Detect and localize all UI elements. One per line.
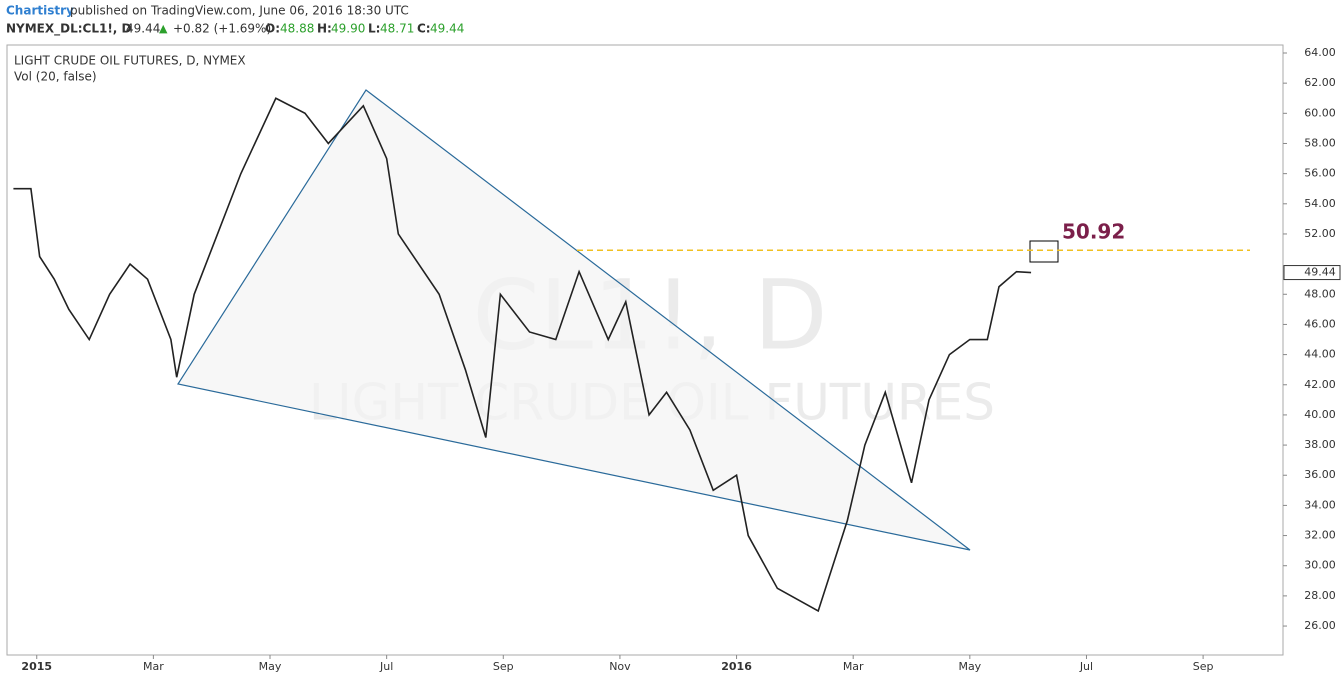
- close: 49.44: [430, 22, 464, 36]
- y-tick-label: 52.00: [1304, 227, 1336, 240]
- x-tick-label: 2016: [721, 660, 752, 673]
- y-tick-label: 30.00: [1304, 559, 1336, 572]
- target-label: 50.92: [1062, 220, 1125, 244]
- published: published on TradingView.com, June 06, 2…: [70, 4, 409, 18]
- y-tick-label: 40.00: [1304, 408, 1336, 421]
- chart-title: LIGHT CRUDE OIL FUTURES, D, NYMEX: [14, 54, 246, 68]
- open-label: O:: [265, 22, 280, 36]
- y-tick-label: 44.00: [1304, 348, 1336, 361]
- last-price-box: [1283, 265, 1341, 281]
- high: 49.90: [331, 22, 365, 36]
- close-label: C:: [417, 22, 431, 36]
- high-label: H:: [317, 22, 332, 36]
- y-tick-label: 26.00: [1304, 619, 1336, 632]
- change-arrow: ▲: [159, 22, 168, 35]
- y-tick-label: 34.00: [1304, 498, 1336, 511]
- last-price-label: 49.44: [1304, 266, 1336, 279]
- y-tick-label: 56.00: [1304, 167, 1336, 180]
- y-tick-label: 54.00: [1304, 197, 1336, 210]
- y-tick-label: 48.00: [1304, 287, 1336, 300]
- x-tick-label: Mar: [843, 660, 864, 673]
- x-tick-label: Sep: [493, 660, 514, 673]
- y-tick-label: 42.00: [1304, 378, 1336, 391]
- low: 48.71: [380, 22, 414, 36]
- low-label: L:: [368, 22, 380, 36]
- plot-frame: [6, 44, 1284, 656]
- change: +0.82 (+1.69%): [173, 22, 271, 36]
- y-tick-label: 64.00: [1304, 46, 1336, 59]
- wedge-pattern: [177, 89, 971, 551]
- x-tick-label: May: [259, 660, 282, 673]
- y-tick-label: 38.00: [1304, 438, 1336, 451]
- y-tick-label: 46.00: [1304, 317, 1336, 330]
- x-tick-label: Mar: [143, 660, 164, 673]
- y-tick-label: 58.00: [1304, 136, 1336, 149]
- y-tick-label: 62.00: [1304, 76, 1336, 89]
- y-tick-label: 36.00: [1304, 468, 1336, 481]
- symbol: NYMEX_DL:CL1!, D: [6, 22, 132, 37]
- x-tick-label: Jul: [1079, 660, 1093, 673]
- open: 48.88: [280, 22, 314, 36]
- x-tick-label: Sep: [1193, 660, 1214, 673]
- x-tick-label: 2015: [21, 660, 52, 673]
- y-tick-label: 60.00: [1304, 106, 1336, 119]
- author[interactable]: Chartistry: [6, 4, 74, 18]
- chart-subtitle: Vol (20, false): [14, 70, 97, 84]
- y-tick-label: 32.00: [1304, 529, 1336, 542]
- x-tick-label: Jul: [379, 660, 393, 673]
- x-tick-label: Nov: [609, 660, 631, 673]
- x-tick-label: May: [958, 660, 981, 673]
- last: 49.44: [126, 22, 160, 36]
- y-tick-label: 28.00: [1304, 589, 1336, 602]
- target-box: [1029, 240, 1059, 263]
- price-line: [13, 97, 1032, 613]
